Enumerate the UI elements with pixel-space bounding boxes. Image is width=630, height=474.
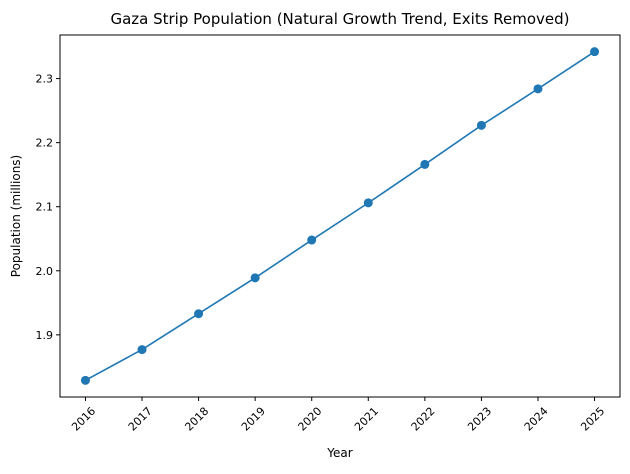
x-tick-label: 2020	[296, 405, 325, 434]
data-point	[363, 198, 373, 208]
y-tick-label: 2.0	[36, 265, 54, 278]
x-tick-label: 2025	[578, 405, 607, 434]
data-point	[590, 47, 600, 57]
data-point	[420, 159, 430, 169]
x-tick-label: 2016	[69, 405, 98, 434]
data-point	[194, 309, 204, 319]
y-axis-label: Population (millions)	[9, 155, 23, 277]
y-tick-label: 2.1	[36, 201, 54, 214]
plot-area-frame	[59, 34, 621, 398]
x-tick-label: 2024	[522, 405, 551, 434]
data-point	[533, 84, 543, 94]
x-tick-label: 2023	[465, 405, 494, 434]
y-tick-label: 2.3	[36, 73, 54, 86]
y-axis: 1.9 2.0 2.1 2.2 2.3	[36, 73, 60, 342]
y-tick-label: 1.9	[36, 329, 54, 342]
x-tick-label: 2021	[352, 405, 381, 434]
x-tick-label: 2017	[126, 405, 155, 434]
series-layer	[80, 47, 600, 385]
x-tick-label: 2018	[182, 405, 211, 434]
y-tick-label: 2.2	[36, 137, 54, 150]
data-point	[307, 235, 317, 245]
series-line	[85, 50, 595, 382]
x-axis-label: Year	[326, 446, 352, 460]
x-axis: 2016 2017 2018 2019 2020 2021 2022 2023 2024 2025	[69, 397, 607, 434]
data-point	[80, 375, 90, 385]
data-point	[476, 120, 486, 130]
x-tick-label: 2022	[409, 405, 438, 434]
x-tick-label: 2019	[239, 405, 268, 434]
chart-title: Gaza Strip Population (Natural Growth Tr…	[110, 10, 569, 28]
data-point	[137, 345, 147, 355]
data-point	[250, 273, 260, 283]
